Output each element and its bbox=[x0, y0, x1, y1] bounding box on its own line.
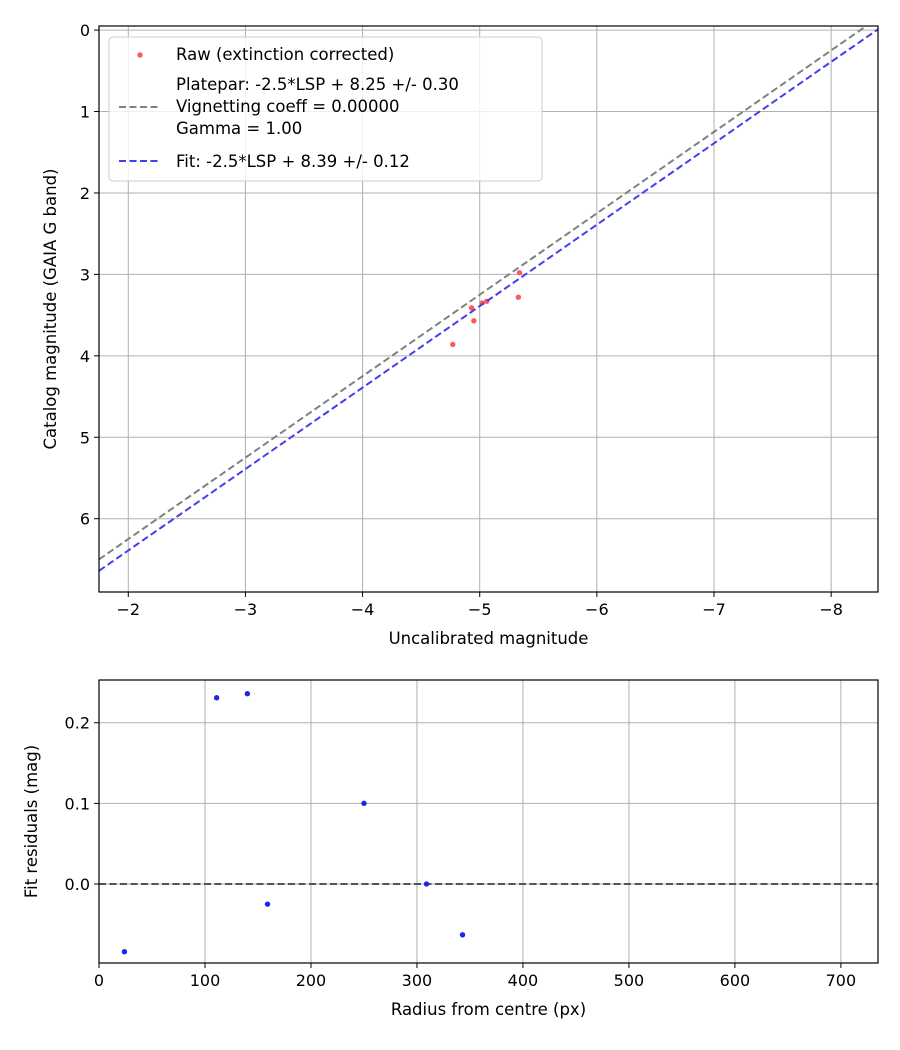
y-tick-label: 1 bbox=[80, 103, 90, 122]
y-tick-label: 5 bbox=[80, 428, 90, 447]
data-point bbox=[471, 318, 477, 324]
data-point bbox=[459, 932, 466, 938]
axes-frame bbox=[98, 25, 879, 593]
x-tick-label: 700 bbox=[826, 971, 857, 990]
y-tick-label: 0.2 bbox=[65, 714, 90, 733]
y-tick-label: 4 bbox=[80, 347, 90, 366]
axes-frame bbox=[98, 679, 879, 964]
y-tick-label: 2 bbox=[80, 184, 90, 203]
legend-marker-raw bbox=[137, 52, 143, 58]
x-tick-label: 100 bbox=[190, 971, 221, 990]
gridlines bbox=[99, 26, 878, 592]
y-axis-label: Catalog magnitude (GAIA G band) bbox=[41, 169, 60, 450]
data-point bbox=[213, 695, 220, 701]
x-tick-label: 300 bbox=[402, 971, 433, 990]
series-line-1 bbox=[99, 26, 869, 561]
legend-label-platepar: Gamma = 1.00 bbox=[176, 119, 302, 138]
data-point bbox=[361, 800, 367, 807]
legend: Raw (extinction corrected) Platepar: -2.5… bbox=[108, 36, 543, 182]
data-point bbox=[450, 341, 456, 348]
data-point bbox=[264, 901, 271, 907]
x-tick-label: −6 bbox=[585, 600, 609, 619]
y-tick-label: 0.1 bbox=[65, 794, 90, 813]
data-point bbox=[121, 949, 128, 955]
legend-box bbox=[108, 36, 543, 182]
legend-label-fit: Fit: -2.5*LSP + 8.39 +/- 0.12 bbox=[176, 152, 410, 171]
data-point bbox=[468, 305, 475, 311]
x-tick-label: −5 bbox=[468, 600, 492, 619]
x-tick-label: 600 bbox=[720, 971, 751, 990]
plot-area bbox=[99, 26, 878, 572]
y-tick-label: 6 bbox=[80, 510, 90, 529]
y-axis-label: Fit residuals (mag) bbox=[22, 745, 41, 898]
gridlines bbox=[98, 680, 878, 963]
y-tick-label: 3 bbox=[80, 265, 90, 284]
x-tick-label: 200 bbox=[296, 971, 327, 990]
data-point bbox=[515, 294, 522, 300]
x-tick-label: −8 bbox=[819, 600, 843, 619]
x-axis-label: Uncalibrated magnitude bbox=[389, 629, 589, 648]
x-tick-label: −2 bbox=[116, 600, 140, 619]
y-tick-label: 0 bbox=[80, 21, 90, 40]
data-point bbox=[516, 270, 523, 276]
legend-label-platepar: Platepar: -2.5*LSP + 8.25 +/- 0.30 bbox=[176, 75, 459, 94]
legend-label-raw: Raw (extinction corrected) bbox=[176, 45, 394, 64]
residuals-plot: 0 100 200 300 400 500 600 700 0.0 0.1 0.2 Radius fr… bbox=[22, 679, 879, 1019]
x-tick-label: 500 bbox=[614, 971, 645, 990]
x-tick-label: 400 bbox=[508, 971, 539, 990]
y-tick-label: 0.0 bbox=[65, 875, 90, 894]
x-tick-label: −3 bbox=[234, 600, 258, 619]
plot-area bbox=[99, 691, 878, 955]
legend-label-platepar: Vignetting coeff = 0.00000 bbox=[176, 97, 400, 116]
x-axis-label: Radius from centre (px) bbox=[391, 1000, 586, 1019]
series-line-2 bbox=[99, 28, 878, 572]
x-tick-label: 0 bbox=[94, 971, 104, 990]
magnitude-calibration-plot: −2 −3 −4 −5 −6 −7 −8 0 1 2 3 4 5 6 Uncalibrated magnit… bbox=[41, 21, 879, 648]
x-tick-label: −4 bbox=[351, 600, 375, 619]
data-point bbox=[244, 691, 251, 697]
x-tick-label: −7 bbox=[702, 600, 726, 619]
data-point bbox=[423, 881, 430, 887]
